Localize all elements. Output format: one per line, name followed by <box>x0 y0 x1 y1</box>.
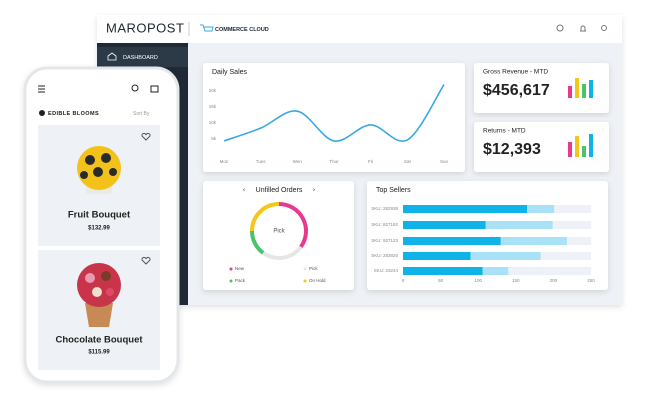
bar <box>470 252 541 260</box>
card <box>474 63 609 113</box>
donut-slice <box>261 245 303 260</box>
prev-arrow[interactable]: ‹ <box>243 188 245 194</box>
x-tick-label: 50 <box>438 278 444 283</box>
bar <box>500 237 567 245</box>
kpi-icon <box>568 78 593 98</box>
product-name: Chocolate Bouquet <box>55 335 143 346</box>
cart-icon <box>200 24 214 32</box>
legend-label: Pick <box>309 266 318 271</box>
legend-label: New <box>235 266 245 271</box>
legend-swatch <box>229 267 233 271</box>
bar <box>403 237 501 245</box>
card <box>203 181 354 290</box>
kpi-title: Returns - MTD <box>483 128 526 135</box>
search-icon[interactable] <box>131 84 139 92</box>
bar <box>485 221 553 229</box>
nav-item[interactable]: DASHBOARD <box>123 55 158 61</box>
x-tick-label: 250 <box>587 278 595 283</box>
line <box>223 84 445 143</box>
x-tick-label: 100 <box>474 278 482 283</box>
y-tick-label: SKU: 927123 <box>371 238 398 243</box>
bar <box>403 267 483 275</box>
x-tick-label: Thur <box>329 159 339 164</box>
kpi-icon <box>568 134 593 157</box>
kpi-value: $456,617 <box>483 82 550 99</box>
favorite-icon[interactable] <box>141 257 151 265</box>
bell-icon[interactable] <box>580 25 586 32</box>
legend-label: On Hold <box>309 278 326 283</box>
logo: MAROPOST <box>106 20 184 35</box>
x-tick-label: 200 <box>550 278 558 283</box>
menu-icon[interactable] <box>38 85 45 93</box>
card <box>474 122 609 172</box>
card-title: Top Sellers <box>376 187 411 194</box>
search-icon[interactable] <box>556 24 564 32</box>
home-icon <box>107 52 117 61</box>
product-price: $132.99 <box>88 226 110 232</box>
legend-swatch <box>303 279 307 283</box>
legend-swatch <box>303 267 307 271</box>
card-title: Unfilled Orders <box>256 187 303 194</box>
legend-label: Pack <box>235 278 246 283</box>
legend-swatch <box>229 279 233 283</box>
top-bar <box>97 15 622 43</box>
center-label: Pick <box>273 229 285 235</box>
donut-slice <box>250 202 280 232</box>
y-tick-label: SKU: 23244 <box>374 268 399 273</box>
product-name: COMMERCE CLOUD <box>215 27 269 33</box>
bag-icon[interactable] <box>150 85 159 93</box>
x-tick-label: Sat <box>404 159 412 164</box>
sort-button[interactable]: Sort By <box>133 111 150 117</box>
x-tick-label: Sun <box>440 159 449 164</box>
y-tick-label: SKU: 827192 <box>371 222 398 227</box>
favorite-icon[interactable] <box>141 133 151 141</box>
y-tick-label: SKU: 282938 <box>371 206 398 211</box>
brand-icon <box>39 110 45 116</box>
y-tick-label: 10k <box>209 120 217 125</box>
x-tick-label: 0 <box>402 278 405 283</box>
y-tick-label: SKU: 283920 <box>371 253 398 258</box>
y-tick-label: 20k <box>209 88 217 93</box>
card-title: Daily Sales <box>212 69 248 76</box>
x-tick-label: Fri <box>368 159 373 164</box>
y-tick-label: 5k <box>211 136 217 141</box>
kpi-title: Gross Revenue - MTD <box>483 69 548 76</box>
nav-active[interactable] <box>97 47 188 67</box>
y-tick-label: 15k <box>209 104 217 109</box>
product-image <box>77 146 121 194</box>
donut-slice <box>278 202 308 249</box>
bar <box>527 205 555 213</box>
product-price: $115.99 <box>88 350 110 356</box>
x-tick-label: Wen <box>293 159 303 164</box>
card <box>203 63 465 172</box>
bar <box>403 252 471 260</box>
x-tick-label: Mon <box>220 159 229 164</box>
bar <box>482 267 509 275</box>
product-image <box>77 263 121 327</box>
location-icon[interactable] <box>601 25 607 31</box>
x-tick-label: Tues <box>256 159 267 164</box>
bar <box>403 221 486 229</box>
donut-slice <box>250 230 265 255</box>
brand: EDIBLE BLOOMS <box>48 111 99 117</box>
bar <box>403 205 528 213</box>
kpi-value: $12,393 <box>483 141 541 158</box>
next-arrow[interactable]: › <box>313 188 315 194</box>
product-name: Fruit Bouquet <box>68 210 131 221</box>
x-tick-label: 150 <box>512 278 520 283</box>
